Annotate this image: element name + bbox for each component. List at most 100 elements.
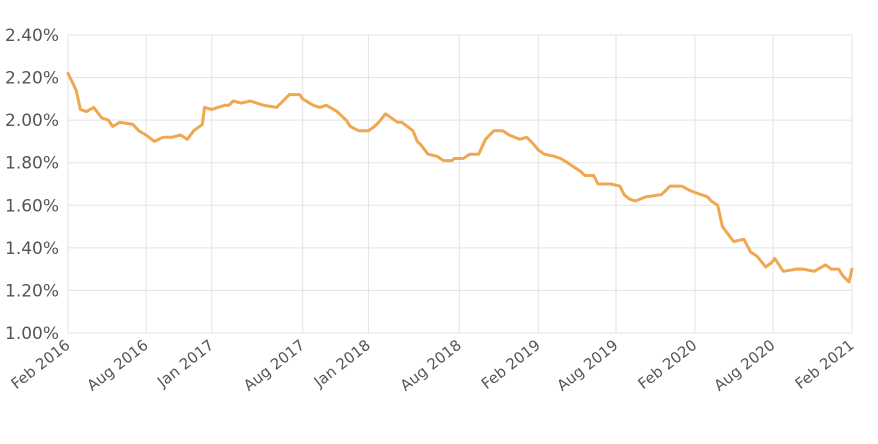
data-point (75, 89, 77, 91)
data-point (560, 157, 562, 160)
data-point (101, 117, 103, 119)
data-point (384, 113, 387, 115)
data-point (619, 185, 621, 187)
x-tick-label: Aug 2016 (84, 336, 152, 395)
data-point (838, 268, 840, 270)
data-point (502, 130, 504, 132)
x-axis-ticks: Feb 2016 Aug 2016 Jan 2017 Aug 2017 Jan 2018… (8, 336, 858, 395)
data-point (367, 130, 369, 132)
data-point (401, 121, 403, 123)
x-tick-label: Feb 2019 (478, 336, 544, 393)
y-tick-label: 2.20% (5, 69, 59, 89)
data-point (427, 153, 429, 155)
x-tick-label: Feb 2020 (635, 336, 701, 393)
data-point (765, 266, 767, 268)
grid-layer (67, 34, 853, 334)
data-point (584, 174, 586, 177)
data-point (203, 106, 206, 108)
data-point (451, 159, 453, 162)
data-point (717, 204, 719, 206)
x-tick-label: Aug 2018 (397, 336, 465, 395)
data-point (774, 257, 776, 260)
y-tick-label: 2.40% (5, 26, 59, 46)
data-point (597, 183, 599, 185)
y-tick-label: 1.00% (5, 324, 59, 344)
data-point (349, 125, 351, 128)
series-layer (66, 71, 854, 284)
data-point (325, 104, 327, 106)
data-point (519, 138, 521, 140)
data-point (830, 268, 833, 270)
data-point (138, 130, 140, 132)
data-point (302, 98, 304, 100)
x-tick-label: Jan 2018 (310, 336, 374, 391)
data-point (469, 153, 471, 155)
x-tick-label: Aug 2020 (711, 336, 779, 395)
data-point (107, 119, 109, 121)
data-point (732, 240, 735, 243)
data-point (743, 238, 745, 240)
data-point (211, 108, 213, 111)
data-point (119, 121, 121, 123)
data-point (782, 270, 784, 272)
data-point (412, 130, 414, 132)
data-point (841, 274, 844, 277)
x-tick-label: Aug 2017 (240, 336, 308, 395)
data-point (553, 155, 555, 157)
data-point (848, 281, 850, 283)
data-point (710, 200, 712, 202)
data-point (669, 185, 671, 187)
data-point (93, 106, 95, 108)
data-point (145, 134, 147, 136)
data-point (851, 268, 853, 270)
series-line (66, 71, 854, 284)
data-point (319, 106, 321, 108)
data-point (706, 196, 708, 198)
data-point (396, 121, 399, 123)
data-point (537, 149, 539, 151)
data-point (416, 140, 418, 143)
data-point (240, 102, 242, 104)
data-point (628, 198, 630, 200)
y-tick-label: 2.00% (5, 111, 59, 131)
data-point (756, 255, 758, 257)
data-point (336, 111, 338, 113)
data-point (249, 100, 251, 102)
data-point (796, 268, 798, 270)
data-point (660, 194, 663, 196)
data-point (813, 270, 815, 272)
data-point (453, 157, 455, 160)
x-tick-label: Aug 2019 (553, 336, 621, 395)
data-point (634, 200, 636, 202)
data-point (645, 196, 647, 198)
y-tick-label: 1.20% (5, 281, 59, 301)
data-point (420, 145, 423, 147)
data-point (824, 264, 826, 266)
data-point (275, 106, 278, 108)
data-point (132, 123, 134, 125)
y-tick-label: 1.80% (5, 154, 59, 174)
data-point (228, 104, 230, 106)
data-point (201, 123, 203, 125)
data-point (186, 138, 188, 140)
data-point (750, 251, 752, 253)
data-point (478, 153, 480, 155)
data-point (484, 138, 487, 140)
data-point (358, 130, 360, 132)
data-point (217, 106, 219, 108)
data-point (543, 153, 545, 155)
data-point (462, 157, 464, 160)
data-point (681, 185, 683, 187)
data-point (623, 194, 625, 196)
data-point (493, 130, 495, 132)
data-point (79, 108, 82, 111)
data-point (694, 191, 696, 194)
data-point (442, 159, 445, 162)
data-point (566, 162, 569, 164)
data-point (232, 100, 234, 102)
x-tick-label: Feb 2021 (792, 336, 858, 393)
data-point (345, 119, 347, 121)
x-tick-label: Jan 2017 (153, 336, 217, 391)
